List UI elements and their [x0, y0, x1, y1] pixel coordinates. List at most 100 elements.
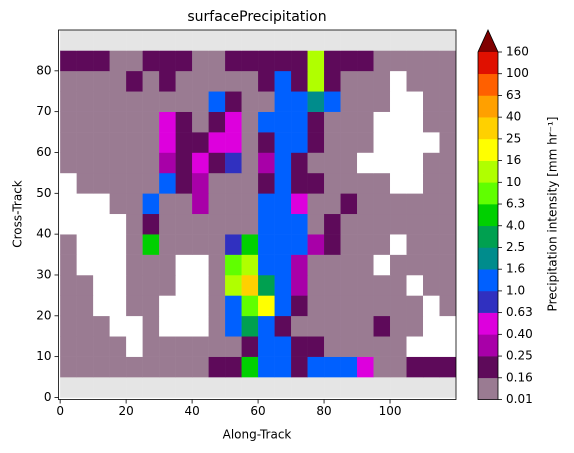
cell	[274, 254, 292, 276]
cell	[274, 111, 292, 133]
cell	[340, 152, 358, 174]
cell	[159, 213, 176, 235]
cell	[373, 70, 391, 92]
cell	[76, 70, 94, 92]
cell	[291, 132, 308, 153]
cell	[274, 315, 292, 337]
no-data-cell	[109, 30, 127, 51]
cell	[159, 132, 176, 153]
cell	[142, 50, 160, 72]
cell	[274, 70, 292, 92]
cell	[291, 91, 308, 112]
cell	[307, 336, 325, 357]
cell	[175, 132, 193, 153]
no-data-cell	[423, 377, 440, 398]
no-data-cell	[373, 377, 391, 398]
cell	[60, 315, 77, 337]
cell	[192, 274, 209, 296]
colorbar-tick-label: 25	[506, 131, 521, 145]
no-data-cell	[373, 30, 391, 51]
cell	[159, 315, 176, 337]
cell	[241, 356, 259, 378]
cell	[390, 356, 407, 378]
cell	[60, 336, 77, 357]
cell	[406, 193, 424, 215]
cell	[324, 91, 341, 112]
cell	[307, 193, 325, 215]
cell	[357, 336, 374, 357]
cell	[208, 356, 226, 378]
cell	[357, 295, 374, 317]
cell	[192, 91, 209, 112]
no-data-cell	[307, 377, 325, 398]
cell	[241, 315, 259, 337]
cell	[225, 111, 242, 133]
cell	[340, 315, 358, 337]
cell	[225, 254, 242, 276]
cell	[274, 234, 292, 255]
cell	[93, 152, 110, 174]
cell	[291, 152, 308, 174]
cell	[307, 70, 325, 92]
cell	[60, 172, 77, 194]
cell	[390, 213, 407, 235]
cell	[406, 274, 424, 296]
cell	[439, 132, 456, 153]
cell	[357, 152, 374, 174]
cell	[258, 152, 275, 174]
cell	[126, 274, 143, 296]
cell	[60, 152, 77, 174]
cell	[60, 254, 77, 276]
cell	[142, 152, 160, 174]
cell	[439, 295, 456, 317]
cell	[93, 111, 110, 133]
colorbar-segment	[478, 356, 498, 379]
cell	[192, 172, 209, 194]
cell	[258, 295, 275, 317]
cell	[274, 132, 292, 153]
cell	[225, 356, 242, 378]
no-data-cell	[192, 377, 209, 398]
cell	[126, 213, 143, 235]
cell	[291, 111, 308, 133]
cell	[291, 356, 308, 378]
cell	[109, 234, 127, 255]
cell	[109, 274, 127, 296]
no-data-cell	[225, 377, 242, 398]
cell	[126, 70, 143, 92]
cell	[241, 274, 259, 296]
cell	[439, 111, 456, 133]
cell	[76, 254, 94, 276]
cell	[406, 336, 424, 357]
cell	[175, 172, 193, 194]
cell	[208, 132, 226, 153]
no-data-cell	[241, 30, 259, 51]
cell	[225, 193, 242, 215]
cell	[175, 213, 193, 235]
cell	[208, 295, 226, 317]
cell	[439, 213, 456, 235]
cell	[126, 132, 143, 153]
no-data-cell	[142, 377, 160, 398]
no-data-cell	[258, 377, 275, 398]
no-data-cell	[175, 30, 193, 51]
no-data-cell	[241, 377, 259, 398]
cell	[126, 356, 143, 378]
cell	[406, 234, 424, 255]
y-tick-label: 50	[36, 186, 51, 200]
cell	[357, 50, 374, 72]
cell	[340, 111, 358, 133]
colorbar-segment	[478, 182, 498, 205]
cell	[109, 70, 127, 92]
cell	[390, 50, 407, 72]
colorbar-segment	[478, 73, 498, 96]
cell	[390, 254, 407, 276]
cell	[241, 132, 259, 153]
cell	[208, 172, 226, 194]
cell	[93, 254, 110, 276]
colorbar-segment	[478, 377, 498, 400]
colorbar-segment	[478, 334, 498, 357]
cell	[291, 274, 308, 296]
cell	[93, 213, 110, 235]
cell	[241, 70, 259, 92]
